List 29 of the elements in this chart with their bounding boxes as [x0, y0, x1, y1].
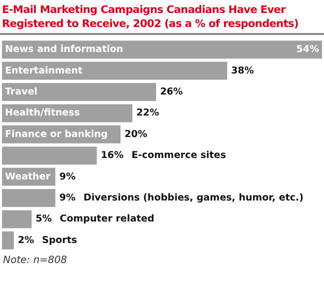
bar — [2, 40, 322, 59]
data-label: 22% — [136, 108, 160, 119]
y-tick-label: E-commerce sites — [132, 150, 226, 162]
data-label: 9% — [59, 192, 76, 204]
chart-title: E-Mail Marketing Campaigns Canadians Have Ever Registered to Receive, 2002 (as a % of respondents) — [0, 0, 324, 35]
data-label: 5% — [36, 214, 52, 225]
bar — [2, 188, 56, 208]
data-label: 38% — [231, 65, 254, 76]
y-tick-label: Weather — [5, 171, 51, 182]
data-label: 16% — [100, 150, 124, 162]
y-tick-label: Computer related — [60, 214, 154, 225]
bar — [2, 146, 97, 165]
bar — [2, 231, 14, 250]
data-label: 2% — [18, 234, 34, 246]
y-tick-label: Finance or banking — [5, 128, 108, 140]
bar — [2, 210, 32, 228]
data-label: 54% — [296, 44, 320, 56]
y-tick-label: Diversions (hobbies, games, humor, etc.) — [83, 192, 304, 204]
y-tick-label: Sports — [42, 234, 78, 246]
text: Note: n=808 — [3, 255, 68, 267]
y-tick-label: Health/fitness — [5, 108, 80, 119]
data-label: 26% — [160, 86, 184, 98]
y-tick-label: News and information — [5, 44, 124, 56]
data-label: 20% — [124, 128, 148, 140]
y-tick-label: Travel — [5, 86, 38, 98]
bar — [2, 62, 228, 80]
data-label: 9% — [59, 171, 76, 182]
bar — [2, 82, 156, 102]
y-tick-label: Entertainment — [5, 65, 83, 76]
